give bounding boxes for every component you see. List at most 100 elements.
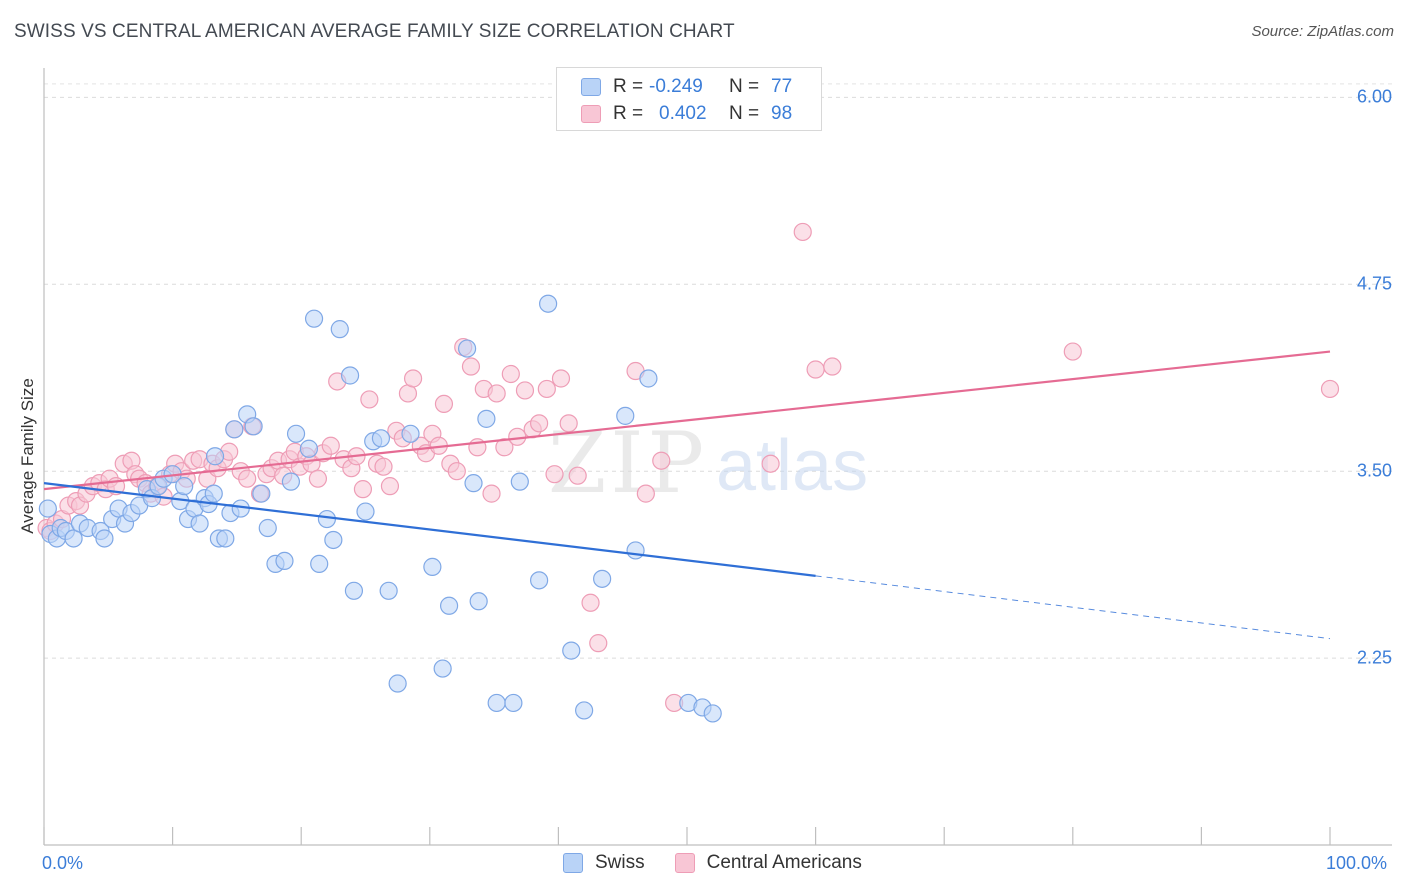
central-americans-point [568,466,587,485]
central-americans-point [636,484,655,503]
r-label: R = [613,103,644,124]
central-americans-point [581,593,600,612]
central-americans-point [589,634,608,653]
swiss-point [286,424,306,443]
swiss-point [457,339,477,358]
n-label: N = [729,103,760,124]
chart-title: SWISS VS CENTRAL AMERICAN AVERAGE FAMILY… [14,21,735,42]
swiss-point [423,557,442,576]
swiss-point [299,439,319,458]
central-americans-point [530,414,549,433]
n-label: N = [729,76,760,97]
swiss-point [344,581,364,600]
legend-swiss-label: Swiss [595,852,645,873]
legend-item-central[interactable]: Central Americans [674,852,862,874]
swiss-point [275,551,294,571]
central-americans-trendline [43,350,1331,491]
swiss-point [304,309,324,328]
swiss-point [433,659,452,678]
central-americans-point [501,364,520,384]
source-label: Source: ZipAtlas.com [1251,23,1394,40]
x-tick-label-min: 0.0% [42,853,84,873]
central-americans-point [403,369,423,388]
watermark: ZIP atlas [548,414,868,512]
central-americans-point [238,469,257,488]
central-americans-point [1063,342,1082,361]
central-americans-point [461,357,481,376]
central-americans-point [487,384,506,403]
watermark-atlas: atlas [716,426,868,506]
central-r-value: 0.402 [659,103,707,124]
central-swatch [674,853,695,873]
central-americans-point [515,381,535,400]
series-legend: Swiss Central Americans [563,852,892,874]
central-americans-point [360,390,379,409]
y-tick-label-1: 3.50 [1356,460,1392,481]
central-swatch [581,105,601,123]
swiss-point [575,701,594,720]
swiss-point [371,429,391,448]
swiss-point [258,518,277,538]
swiss-point [464,474,483,493]
central-americans-point [545,465,564,484]
swiss-point [64,529,83,548]
swiss-point [562,641,581,660]
legend-row-central: R = 0.402 N = 98 [581,101,792,127]
central-americans-point [434,394,454,414]
central-americans-point [761,454,780,473]
swiss-r-value: -0.249 [649,76,703,97]
swiss-point [510,472,529,491]
swiss-n-value: 77 [771,76,793,97]
swiss-point [310,554,329,573]
y-tick-label-0: 2.25 [1356,647,1392,668]
swiss-point [504,693,523,713]
central-americans-point [321,436,340,455]
central-americans-point [551,369,571,388]
swiss-point [244,417,263,436]
swiss-point [469,592,488,611]
swiss-point [340,366,360,385]
swiss-point [252,484,271,503]
central-n-value: 98 [771,103,793,124]
central-americans-point [793,222,812,242]
swiss-trendline [43,482,816,577]
swiss-point [401,424,420,443]
central-americans-point [537,379,556,399]
swiss-point [204,484,223,503]
swiss-point [225,420,244,439]
swiss-point [639,369,658,388]
swiss-point [205,447,225,466]
swiss-point [593,569,612,588]
central-americans-point [559,414,578,433]
r-label: R = [613,76,644,97]
swiss-swatch [563,853,583,873]
x-tick-label-max: 100.0% [1326,853,1388,873]
swiss-point [477,409,496,428]
central-americans-point [823,357,842,376]
central-americans-point [374,457,393,476]
central-americans-point [1320,379,1340,399]
central-americans-point [495,438,514,457]
swiss-point [317,509,337,529]
y-tick-label-3: 6.00 [1356,86,1392,107]
swiss-trendline-extension [815,575,1331,640]
swiss-point [95,529,114,548]
grid-lines [44,83,1392,659]
legend-central-label: Central Americans [706,852,862,873]
swiss-point [356,502,375,521]
swiss-point [439,596,459,615]
swiss-point [530,571,549,590]
y-axis-label: Average Family Size [18,378,37,534]
swiss-point [324,530,343,550]
central-americans-point [447,462,466,481]
legend-item-swiss[interactable]: Swiss [563,852,645,874]
swiss-point [175,477,194,496]
swiss-point [379,581,398,600]
swiss-point [281,472,301,491]
swiss-point [616,406,635,425]
central-americans-point [806,360,825,379]
swiss-point [216,529,235,548]
swiss-point [388,674,407,693]
y-tick-label-2: 4.75 [1356,273,1392,294]
